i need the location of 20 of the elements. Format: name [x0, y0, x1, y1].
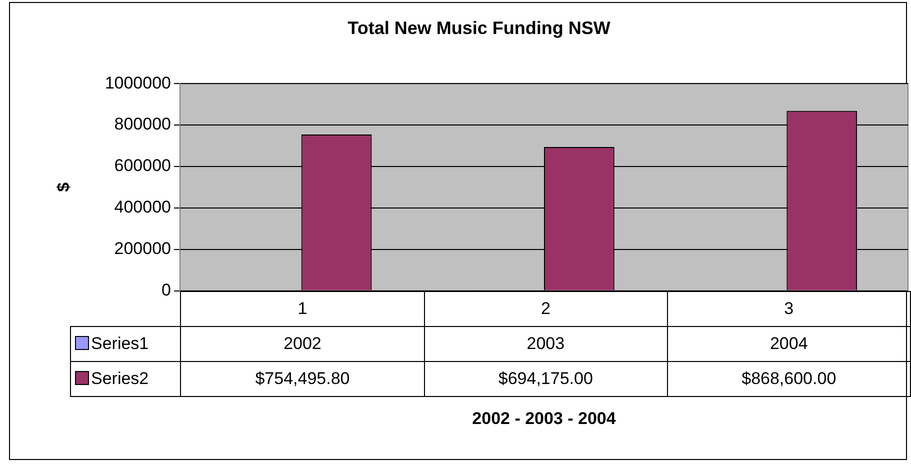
chart-title: Total New Music Funding NSW — [348, 18, 610, 38]
y-tick-label: 1000000 — [104, 73, 171, 92]
text: 2002 - 2003 - 2004 — [471, 408, 617, 429]
y-tick-label: 0 — [162, 280, 171, 300]
legend-label: Series2 — [70, 361, 181, 396]
x-tick-label: 3 — [667, 291, 910, 326]
y-tick-label: 200000 — [114, 239, 171, 258]
y-tick-label: 800000 — [114, 114, 171, 134]
x-tick-label: 1 — [180, 291, 424, 326]
data-label: 2004 — [667, 326, 910, 362]
data-label: $754,495.80 — [180, 361, 424, 396]
y-tick-label: 400000 — [114, 198, 171, 217]
y-tick-label: 600000 — [114, 156, 171, 176]
legend-label: Series1 — [70, 326, 181, 362]
data-label: $868,600.00 — [667, 361, 910, 396]
y-axis-title: $ — [54, 182, 73, 192]
data-label: 2002 — [180, 326, 424, 362]
data-label: $694,175.00 — [424, 361, 668, 396]
x-tick-label: 2 — [424, 291, 668, 326]
data-label: 2003 — [424, 326, 668, 362]
